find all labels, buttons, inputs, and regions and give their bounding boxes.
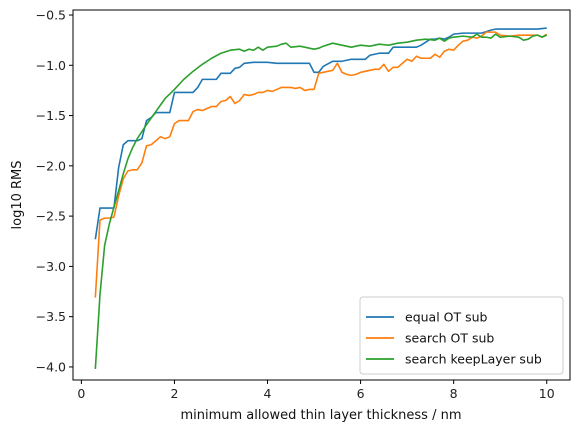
x-tick-label: 4	[264, 386, 272, 401]
y-tick-label: −0.5	[36, 8, 66, 23]
x-tick-label: 10	[539, 386, 555, 401]
x-axis-label: minimum allowed thin layer thickness / n…	[180, 408, 461, 423]
series-line-2	[94, 31, 548, 298]
x-tick-label: 2	[170, 386, 178, 401]
y-tick-label: −4.0	[36, 359, 66, 374]
series-layer	[94, 27, 548, 369]
x-tick-label: 6	[357, 386, 365, 401]
x-tick-label: 0	[77, 386, 85, 401]
legend: equal OT sub search OT sub search keepLaye…	[359, 296, 564, 375]
y-tick-label: −3.5	[36, 309, 66, 324]
legend-label-2: search OT sub	[405, 331, 494, 346]
y-tick-label: −1.5	[36, 108, 66, 123]
y-tick-label: −2.5	[36, 209, 66, 224]
y-axis-ticks: −4.0 −3.5 −3.0 −2.5 −2.0 −1.5 −1.0 −0.5	[36, 8, 73, 374]
plot-area	[72, 9, 571, 381]
legend-box	[359, 296, 564, 375]
y-tick-label: −3.0	[36, 259, 66, 274]
legend-label-3: search keepLayer sub	[405, 352, 542, 367]
series-line-3	[94, 33, 548, 369]
y-axis-label: log10 RMS	[10, 161, 25, 230]
y-tick-label: −2.0	[36, 158, 66, 173]
legend-entries: equal OT sub search OT sub search keepLaye…	[366, 310, 542, 367]
x-tick-label: 8	[450, 386, 458, 401]
series-line-1	[94, 27, 547, 240]
x-axis-ticks: 0 2 4 6 8 10	[77, 380, 555, 401]
legend-label-1: equal OT sub	[405, 310, 488, 325]
y-tick-label: −1.0	[36, 58, 66, 73]
